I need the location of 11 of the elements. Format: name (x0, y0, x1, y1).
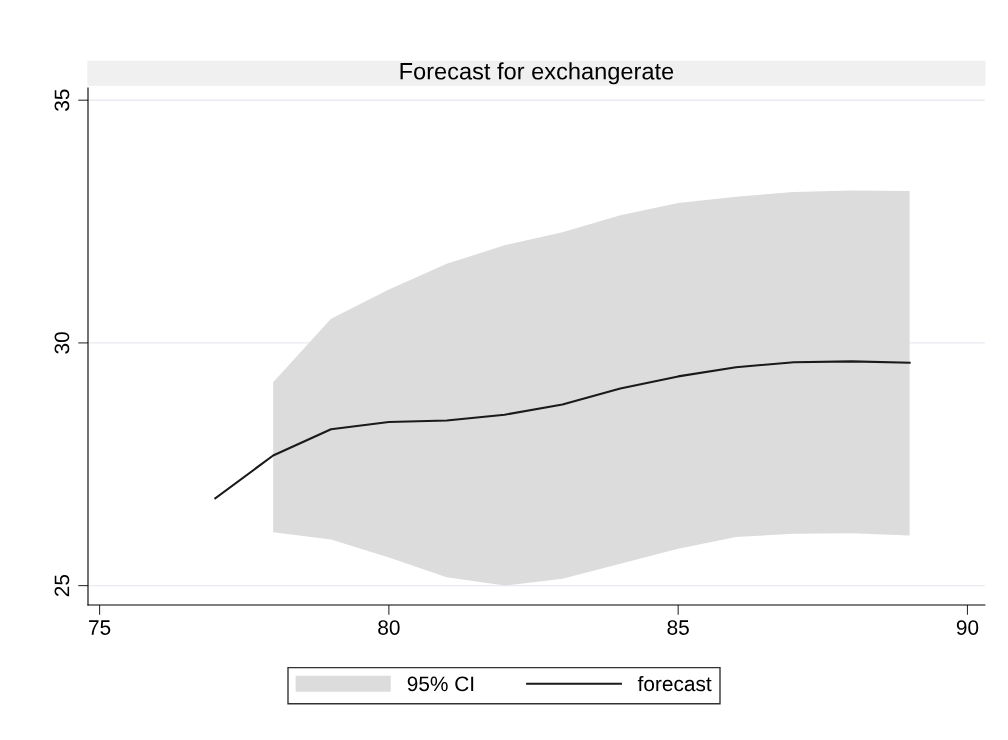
chart-title: Forecast for exchangerate (400, 62, 674, 85)
y-tick-label: 35 (54, 89, 70, 111)
x-tick-label: 85 (667, 620, 689, 635)
y-tick-label: 30 (54, 332, 70, 354)
legend-label: forecast (637, 675, 712, 692)
x-tick-label: 80 (378, 620, 400, 635)
x-tick-label: 75 (89, 620, 111, 635)
line-series (214, 360, 911, 500)
y-tick-label: 25 (54, 574, 70, 597)
text: 95% CI (407, 676, 474, 692)
x-tick-label: 90 (956, 620, 979, 635)
